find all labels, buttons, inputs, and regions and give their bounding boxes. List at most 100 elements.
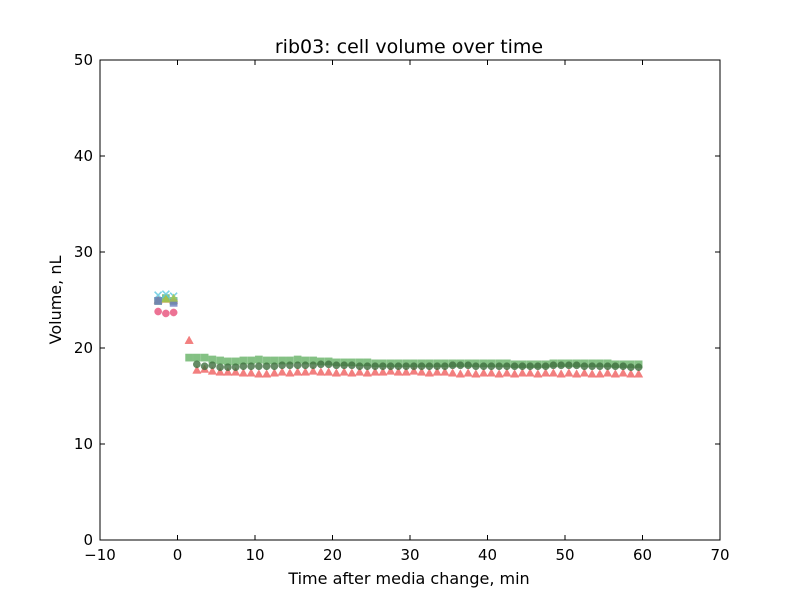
x-tick-label: 20 — [323, 546, 342, 564]
data-point-triangle — [393, 367, 403, 376]
x-tick-label: 10 — [245, 546, 264, 564]
data-point-circle — [441, 362, 449, 371]
data-point-circle — [317, 360, 325, 369]
data-point-triangle — [471, 369, 481, 378]
data-point-triangle — [215, 367, 225, 376]
y-axis: 0 10 20 30 40 50 — [74, 51, 720, 549]
data-point-square — [216, 356, 224, 365]
data-point-circle — [456, 361, 465, 370]
data-point-circle — [417, 362, 426, 371]
data-point-triangle — [386, 366, 396, 375]
y-tick-label: 10 — [74, 435, 93, 453]
data-point-triangle — [587, 369, 597, 378]
data-point-triangle — [610, 369, 620, 378]
data-point-circle — [255, 362, 263, 371]
data-point-circle — [247, 362, 255, 371]
data-point-circle — [402, 362, 410, 371]
data-point-circle — [549, 361, 558, 370]
data-point-triangle — [548, 368, 558, 377]
y-tick-label: 50 — [74, 51, 93, 69]
data-point-square — [193, 353, 201, 362]
data-point-triangle — [502, 368, 512, 377]
data-point-circle — [495, 362, 503, 371]
data-point-circle — [580, 362, 589, 371]
data-point-circle — [340, 361, 348, 370]
data-point-circle — [472, 362, 480, 371]
data-point-circle — [634, 363, 643, 372]
x-tick-label: 0 — [173, 546, 183, 564]
data-point-circle — [596, 362, 604, 371]
data-point-circle — [627, 363, 635, 372]
data-point-triangle — [486, 368, 496, 377]
data-point-triangle — [300, 367, 310, 376]
data-point-triangle — [161, 294, 171, 303]
data-point-circle — [216, 363, 224, 372]
data-point-triangle — [417, 367, 427, 376]
data-point-triangle — [401, 367, 411, 376]
data-point-triangle — [463, 368, 473, 377]
data-point-triangle — [355, 367, 365, 376]
x-axis-title: Time after media change, min — [287, 569, 529, 588]
data-point-circle — [565, 361, 573, 370]
chart-title: rib03: cell volume over time — [275, 36, 543, 58]
data-point-triangle — [254, 369, 264, 378]
data-point-triangle — [409, 366, 419, 375]
data-point-circle — [510, 362, 519, 371]
y-tick-label: 30 — [74, 243, 93, 261]
data-point-circle — [619, 362, 627, 371]
data-point-triangle — [238, 368, 248, 377]
data-point-circle — [541, 362, 550, 371]
x-tick-label: 30 — [400, 546, 419, 564]
data-point-circle — [208, 361, 217, 370]
x-axis: −10 0 10 20 30 40 50 60 70 — [84, 60, 730, 564]
data-point-circle — [324, 360, 333, 369]
data-point-circle — [611, 362, 620, 371]
data-point-circle — [410, 362, 418, 371]
data-point-circle — [433, 362, 441, 371]
data-point-triangle — [347, 368, 357, 377]
data-point-triangle — [432, 367, 442, 376]
data-point-triangle — [262, 369, 272, 378]
data-point-triangle — [285, 368, 295, 377]
data-point-circle — [332, 361, 341, 370]
data-point-triangle — [525, 368, 535, 377]
x-tick-label: 40 — [478, 546, 497, 564]
data-point-triangle — [479, 368, 489, 377]
data-point-triangle — [455, 369, 465, 378]
data-point-circle — [603, 362, 612, 371]
data-point-circle — [394, 362, 403, 371]
data-point-circle — [309, 361, 317, 370]
data-point-circle — [154, 307, 162, 316]
data-point-triangle — [556, 369, 566, 378]
y-axis-title: Volume, nL — [46, 256, 65, 345]
data-point-triangle — [293, 367, 303, 376]
data-point-circle — [239, 362, 248, 371]
data-point-triangle — [231, 367, 241, 376]
y-tick-label: 40 — [74, 147, 93, 165]
data-point-circle — [270, 362, 279, 371]
data-point-circle — [557, 361, 565, 370]
data-point-triangle — [564, 368, 574, 377]
data-point-triangle — [510, 369, 520, 378]
data-point-triangle — [362, 368, 372, 377]
data-point-square — [255, 355, 263, 364]
data-point-circle — [278, 361, 286, 370]
data-point-triangle — [331, 368, 341, 377]
data-point-circle — [293, 361, 302, 370]
data-point-circle — [572, 361, 581, 370]
data-point-circle — [169, 308, 178, 317]
data-point-circle — [363, 362, 372, 371]
data-point-triangle — [618, 368, 628, 377]
y-tick-label: 20 — [74, 339, 93, 357]
data-point-circle — [355, 362, 364, 371]
data-point-circle — [224, 363, 232, 372]
y-tick-label: 0 — [83, 531, 93, 549]
data-point-circle — [464, 361, 472, 370]
data-point-circle — [487, 362, 496, 371]
data-point-triangle — [517, 368, 527, 377]
data-point-circle — [534, 362, 542, 371]
data-point-circle — [371, 362, 379, 371]
data-point-circle — [301, 361, 310, 370]
data-point-circle — [193, 360, 201, 369]
